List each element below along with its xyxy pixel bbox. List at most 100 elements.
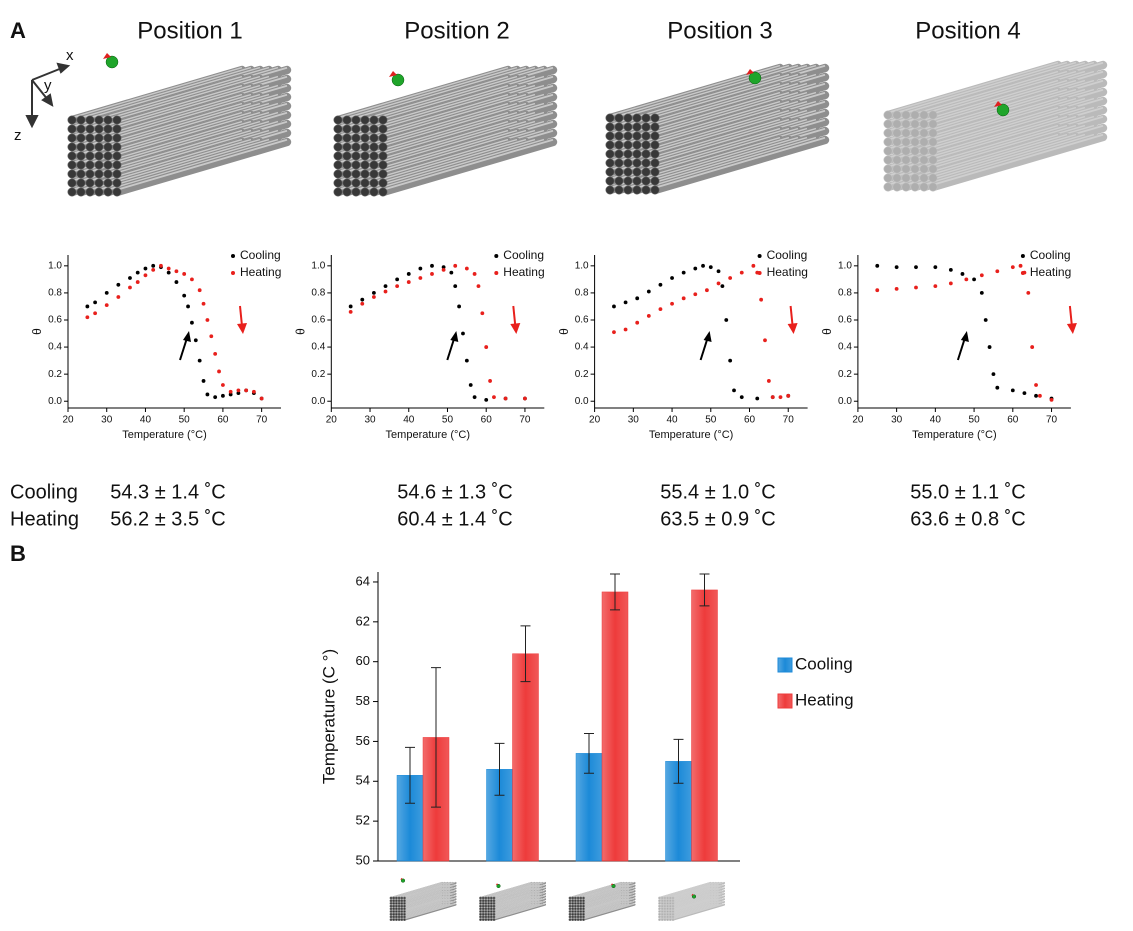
rod-end (86, 143, 94, 151)
rod-end (113, 125, 121, 133)
summary-value: 54.3 ± 1.4 ˚C (110, 481, 225, 503)
data-point (453, 264, 457, 268)
data-point (612, 305, 616, 309)
rod-bundle (884, 63, 1103, 191)
rod-end (86, 170, 94, 178)
rod-end (493, 919, 495, 921)
rod-end (370, 116, 378, 124)
rod-end (651, 150, 659, 158)
data-point (198, 359, 202, 363)
data-point (980, 273, 984, 277)
data-point (875, 288, 879, 292)
rod-end (574, 916, 576, 918)
figure: A B Position 1 Position 2 Position 3 Pos… (0, 0, 1133, 931)
data-point (252, 390, 256, 394)
y-tick-label: 1.0 (575, 260, 589, 271)
data-point (384, 290, 388, 294)
rod-end (658, 897, 660, 899)
rod-end (485, 905, 487, 907)
data-point (875, 264, 879, 268)
rod-end (911, 138, 919, 146)
legend-label: Heating (1030, 265, 1071, 279)
rod-end (580, 902, 582, 904)
rod-end (624, 150, 632, 158)
legend-marker (231, 271, 235, 275)
rod-end (651, 141, 659, 149)
x-tick-label: 50 (442, 415, 454, 426)
data-point (624, 300, 628, 304)
rod-end (664, 902, 666, 904)
rod-end (343, 125, 351, 133)
data-point (418, 267, 422, 271)
data-point (151, 268, 155, 272)
data-point (136, 271, 140, 275)
rod-end (651, 114, 659, 122)
summary-label: Heating (10, 508, 79, 530)
data-point (1019, 264, 1023, 268)
rod-end (334, 134, 342, 142)
rod-end (572, 919, 574, 921)
rod-end (893, 138, 901, 146)
page: {"figure": { "panel_a": "A", "panel_b": … (0, 0, 1133, 931)
rod-end (661, 910, 663, 912)
rod-end (398, 908, 400, 910)
rod-end (104, 125, 112, 133)
data-point (693, 292, 697, 296)
rod-end (352, 134, 360, 142)
rod-end (606, 123, 614, 131)
rod-end (920, 138, 928, 146)
y-tick-label: 0.0 (575, 396, 589, 407)
rod-end (95, 179, 103, 187)
rod-end (669, 908, 671, 910)
rod-end (642, 168, 650, 176)
position-title: Position 1 (137, 17, 242, 44)
rod-end (624, 177, 632, 185)
rod-bundle (68, 68, 287, 196)
rod-end (664, 900, 666, 902)
rod-end (669, 905, 671, 907)
rod-end (633, 168, 641, 176)
y-tick-label: 0.8 (311, 288, 325, 299)
rod-end (633, 159, 641, 167)
rod-end (361, 170, 369, 178)
rod-end (902, 183, 910, 191)
rod-end (488, 908, 490, 910)
data-point (914, 286, 918, 290)
rod-end (488, 897, 490, 899)
rod-end (672, 902, 674, 904)
data-point (682, 296, 686, 300)
rod-end (395, 910, 397, 912)
y-tick-label: 0.0 (311, 396, 325, 407)
data-point (972, 277, 976, 281)
data-point (635, 321, 639, 325)
summary-value: 60.4 ± 1.4 ˚C (397, 508, 512, 530)
rod-end (343, 161, 351, 169)
rod-end (929, 156, 937, 164)
rod-bundle (334, 68, 553, 196)
rod-end (401, 910, 403, 912)
rod-end (574, 900, 576, 902)
rod-end (667, 902, 669, 904)
rod-end (398, 913, 400, 915)
rod-end (929, 129, 937, 137)
data-point (740, 271, 744, 275)
rod-end (642, 141, 650, 149)
data-point (221, 394, 225, 398)
rod-end (929, 147, 937, 155)
rod-end (893, 165, 901, 173)
rod-end (658, 913, 660, 915)
x-tick-label: 40 (403, 415, 415, 426)
rod-end (669, 910, 671, 912)
rod-end (667, 908, 669, 910)
rod-end (669, 916, 671, 918)
data-point (453, 284, 457, 288)
data-point (523, 397, 527, 401)
legend-label: Cooling (240, 248, 281, 262)
data-point (136, 280, 140, 284)
rod-end (334, 188, 342, 196)
data-point (895, 287, 899, 291)
rod-end (390, 900, 392, 902)
data-point (647, 314, 651, 318)
data-point (190, 277, 194, 281)
data-point (624, 328, 628, 332)
